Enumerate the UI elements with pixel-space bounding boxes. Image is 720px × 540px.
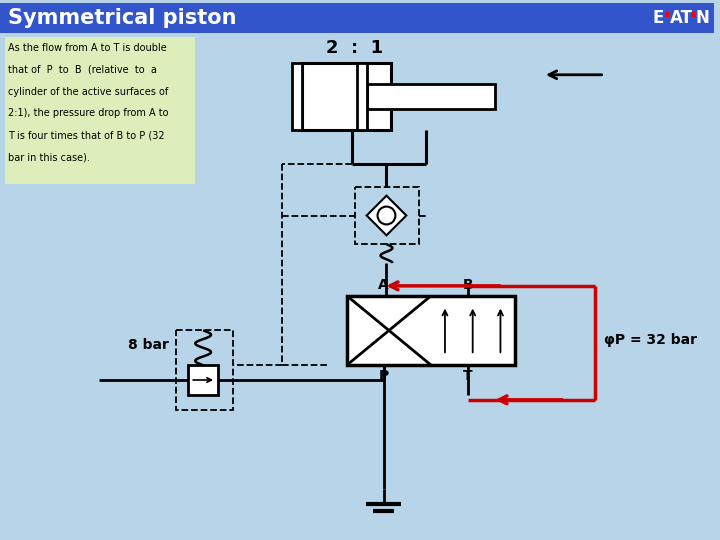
Bar [176,330,233,410]
Text: T is four times that of B to P (32: T is four times that of B to P (32 [8,130,165,140]
Polygon shape [366,195,406,235]
Text: that of  P  to  B  (relative  to  a: that of P to B (relative to a [8,65,157,75]
Text: ·: · [689,4,698,28]
Text: 2:1), the pressure drop from A to: 2:1), the pressure drop from A to [8,109,168,118]
Text: E: E [652,9,663,28]
Bar [355,187,419,244]
Circle shape [377,207,395,225]
Text: P: P [379,369,389,383]
Bar [366,84,495,110]
Text: bar in this case).: bar in this case). [8,152,90,162]
Bar [356,63,366,130]
Text: Symmetrical piston: Symmetrical piston [8,8,236,28]
Bar [347,296,516,365]
Text: A: A [378,278,389,292]
Text: φP = 32 bar: φP = 32 bar [605,333,698,347]
Text: 8 bar: 8 bar [127,339,168,352]
Text: ·: · [663,4,672,28]
Bar [0,3,714,33]
Bar [302,63,392,130]
Text: cylinder of the active surfaces of: cylinder of the active surfaces of [8,87,168,97]
Text: B: B [462,278,473,292]
Text: N: N [696,9,709,28]
Bar [189,365,218,395]
Text: 2  :  1: 2 : 1 [326,39,383,57]
Text: As the flow from A to T is double: As the flow from A to T is double [8,43,166,53]
Bar [292,63,302,130]
Text: AT: AT [670,9,693,28]
Bar [5,37,195,184]
Text: T: T [463,369,472,383]
